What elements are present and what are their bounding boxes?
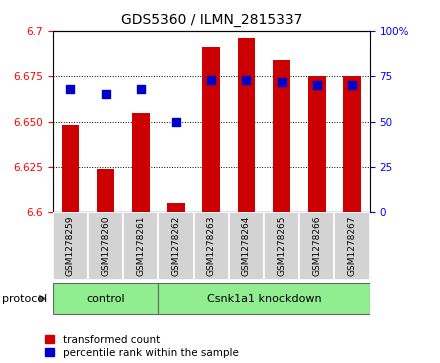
Bar bbox=[194, 212, 229, 280]
Text: GSM1278265: GSM1278265 bbox=[277, 216, 286, 276]
Bar bbox=[264, 212, 299, 280]
Text: GSM1278263: GSM1278263 bbox=[207, 216, 216, 276]
Text: GSM1278267: GSM1278267 bbox=[348, 216, 356, 276]
Bar bbox=[88, 212, 123, 280]
Point bbox=[67, 86, 74, 92]
Bar bbox=[167, 203, 185, 212]
Bar bbox=[97, 169, 114, 212]
Bar bbox=[343, 76, 361, 212]
Point bbox=[137, 86, 144, 92]
Bar bbox=[238, 38, 255, 212]
Point bbox=[278, 79, 285, 85]
Bar bbox=[299, 212, 334, 280]
Text: GSM1278261: GSM1278261 bbox=[136, 216, 145, 276]
Text: control: control bbox=[86, 294, 125, 303]
Point bbox=[172, 119, 180, 125]
Point bbox=[102, 91, 109, 97]
Bar bbox=[158, 212, 194, 280]
Text: GSM1278266: GSM1278266 bbox=[312, 216, 321, 276]
Legend: transformed count, percentile rank within the sample: transformed count, percentile rank withi… bbox=[45, 335, 238, 358]
Bar bbox=[53, 212, 88, 280]
Bar bbox=[123, 212, 158, 280]
Point bbox=[348, 82, 356, 88]
Text: Csnk1a1 knockdown: Csnk1a1 knockdown bbox=[207, 294, 321, 303]
Bar bbox=[229, 212, 264, 280]
Title: GDS5360 / ILMN_2815337: GDS5360 / ILMN_2815337 bbox=[121, 13, 302, 27]
Bar bbox=[132, 113, 150, 212]
Bar bbox=[53, 283, 158, 314]
Text: GSM1278260: GSM1278260 bbox=[101, 216, 110, 276]
Point bbox=[243, 77, 250, 83]
Text: GSM1278259: GSM1278259 bbox=[66, 216, 75, 276]
Bar bbox=[308, 76, 326, 212]
Text: GSM1278262: GSM1278262 bbox=[172, 216, 180, 276]
Bar bbox=[158, 283, 370, 314]
Bar bbox=[62, 125, 79, 212]
Text: protocol: protocol bbox=[2, 294, 48, 303]
Point bbox=[208, 77, 215, 83]
Bar bbox=[334, 212, 370, 280]
Text: GSM1278264: GSM1278264 bbox=[242, 216, 251, 276]
Point bbox=[313, 82, 320, 88]
Bar bbox=[202, 47, 220, 212]
Bar bbox=[273, 60, 290, 212]
